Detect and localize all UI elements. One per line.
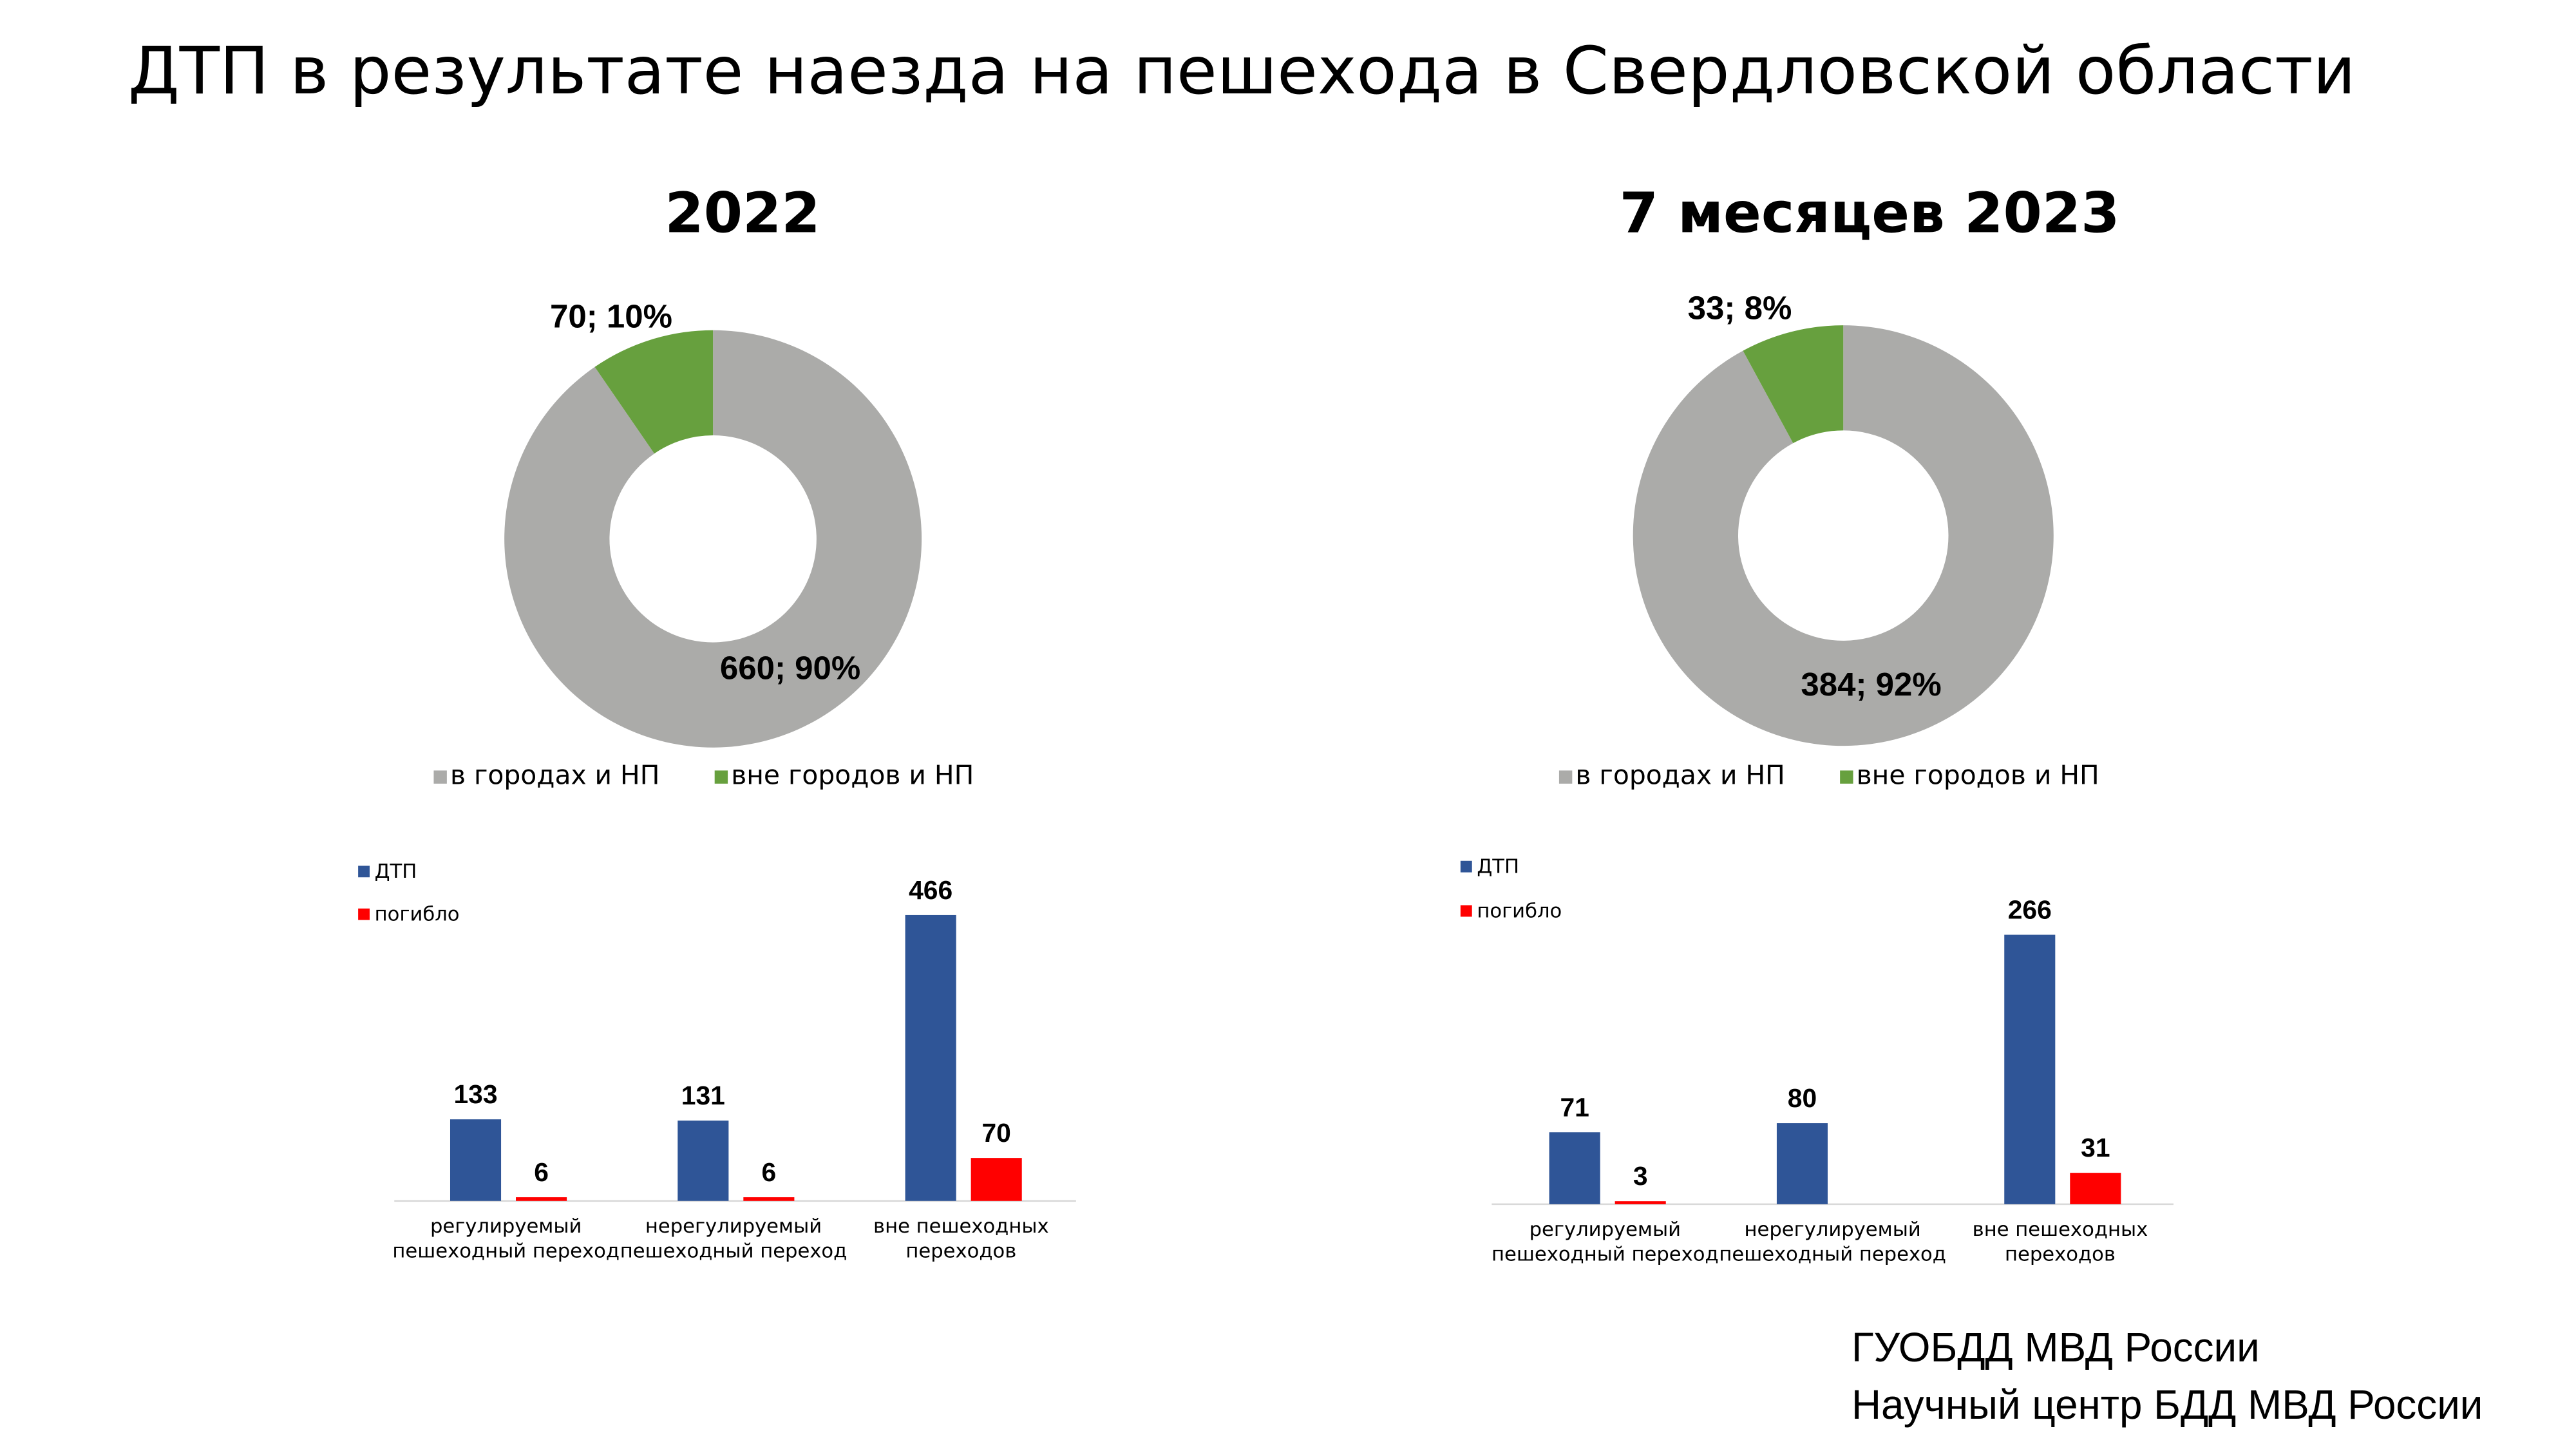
data-label: 131 bbox=[681, 1081, 725, 1110]
data-label: 71 bbox=[1560, 1092, 1589, 1122]
legend-swatch bbox=[714, 770, 728, 784]
legend-swatch bbox=[1460, 860, 1472, 873]
bar bbox=[2004, 934, 2056, 1204]
legend-label: в городах и НП bbox=[1575, 760, 1785, 791]
data-label: 3 bbox=[1633, 1161, 1648, 1191]
x-tick-label: нерегулируемый bbox=[645, 1215, 822, 1238]
bar bbox=[971, 1158, 1022, 1201]
bar bbox=[2070, 1173, 2121, 1204]
data-label: 33; 8% bbox=[1688, 290, 1792, 327]
legend-swatch bbox=[1840, 770, 1853, 784]
data-label: 6 bbox=[762, 1157, 777, 1187]
data-label: 466 bbox=[909, 875, 952, 905]
data-label: 6 bbox=[534, 1157, 549, 1187]
data-label: 31 bbox=[2081, 1133, 2110, 1162]
x-tick-label: пешеходный переход bbox=[620, 1240, 848, 1262]
legend-label: погибло bbox=[1477, 900, 1562, 922]
source: Научный центр БДД МВД России bbox=[1852, 1381, 2483, 1428]
legend-swatch bbox=[433, 770, 447, 784]
source: ГУОБДД МВД России bbox=[1852, 1324, 2260, 1370]
legend-label: вне городов и НП bbox=[1857, 760, 2099, 791]
data-label: 660; 90% bbox=[720, 649, 860, 686]
x-tick-label: пешеходный переход bbox=[392, 1240, 620, 1262]
bar bbox=[450, 1119, 502, 1201]
x-tick-label: переходов bbox=[2005, 1243, 2116, 1265]
donut-slice bbox=[1633, 325, 2054, 746]
data-label: 384; 92% bbox=[1801, 666, 1941, 703]
data-label: 70; 10% bbox=[550, 298, 672, 334]
data-label: 133 bbox=[453, 1079, 497, 1109]
x-tick-label: регулируемый bbox=[1530, 1218, 1681, 1241]
x-tick-label: вне пешеходных bbox=[1973, 1218, 2148, 1241]
data-label: 80 bbox=[1788, 1083, 1817, 1113]
x-tick-label: пешеходный переход bbox=[1719, 1243, 1946, 1265]
data-label: 70 bbox=[981, 1118, 1010, 1148]
bar bbox=[1615, 1201, 1666, 1204]
bar bbox=[743, 1197, 795, 1201]
bar bbox=[1776, 1123, 1828, 1204]
chart-title: 2022 bbox=[665, 181, 820, 246]
legend-swatch bbox=[1558, 770, 1573, 784]
bar bbox=[516, 1197, 567, 1201]
legend-label: погибло bbox=[375, 903, 460, 925]
x-tick-label: пешеходный переход bbox=[1492, 1243, 1719, 1265]
legend-swatch bbox=[358, 866, 370, 878]
x-tick-label: вне пешеходных bbox=[873, 1215, 1049, 1238]
bar bbox=[1549, 1132, 1600, 1204]
donut-slice bbox=[504, 330, 922, 748]
chart-title: 7 месяцев 2023 bbox=[1620, 181, 2120, 246]
legend-label: в городах и НП bbox=[450, 760, 659, 791]
slide-title: ДТП в результате наезда на пешехода в Св… bbox=[128, 33, 2356, 109]
legend-swatch bbox=[1460, 905, 1472, 917]
donut-slice bbox=[594, 330, 714, 454]
bar bbox=[905, 914, 956, 1201]
data-label: 266 bbox=[2008, 895, 2052, 925]
legend-label: ДТП bbox=[375, 860, 417, 883]
x-tick-label: переходов bbox=[905, 1240, 1016, 1262]
bar bbox=[677, 1121, 729, 1201]
x-tick-label: нерегулируемый bbox=[1745, 1218, 1921, 1241]
donut-slice bbox=[1743, 325, 1844, 444]
legend-swatch bbox=[358, 908, 370, 920]
legend-label: ДТП bbox=[1477, 855, 1519, 878]
x-tick-label: регулируемый bbox=[430, 1215, 582, 1238]
legend-label: вне городов и НП bbox=[731, 760, 974, 791]
